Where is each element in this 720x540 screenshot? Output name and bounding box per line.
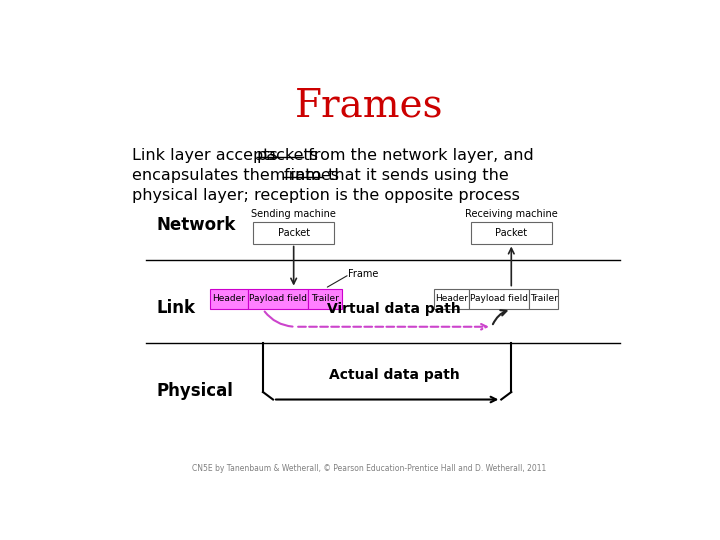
FancyBboxPatch shape [308, 288, 342, 309]
FancyBboxPatch shape [469, 288, 529, 309]
Text: packets: packets [257, 148, 319, 163]
FancyBboxPatch shape [471, 222, 552, 244]
Text: Sending machine: Sending machine [251, 208, 336, 219]
Text: Header: Header [212, 294, 246, 303]
FancyBboxPatch shape [210, 288, 248, 309]
Text: Packet: Packet [495, 228, 527, 238]
Text: Payload field: Payload field [470, 294, 528, 303]
Text: frames: frames [283, 168, 339, 183]
Text: from the network layer, and: from the network layer, and [303, 148, 534, 163]
Text: that it sends using the: that it sends using the [323, 168, 508, 183]
Text: Physical: Physical [157, 382, 234, 400]
Text: Header: Header [435, 294, 468, 303]
Text: Virtual data path: Virtual data path [327, 302, 461, 316]
Text: Frame: Frame [348, 268, 379, 279]
FancyBboxPatch shape [248, 288, 308, 309]
Text: Payload field: Payload field [249, 294, 307, 303]
Text: encapsulates them into: encapsulates them into [132, 168, 326, 183]
Text: Link layer accepts: Link layer accepts [132, 148, 283, 163]
FancyBboxPatch shape [253, 222, 334, 244]
FancyBboxPatch shape [529, 288, 558, 309]
Text: Receiving machine: Receiving machine [465, 208, 558, 219]
Text: Frames: Frames [294, 87, 444, 125]
Text: CN5E by Tanenbaum & Wetherall, © Pearson Education-Prentice Hall and D. Wetheral: CN5E by Tanenbaum & Wetherall, © Pearson… [192, 464, 546, 473]
FancyBboxPatch shape [434, 288, 469, 309]
Text: Packet: Packet [278, 228, 310, 238]
Text: Link: Link [157, 299, 196, 317]
Text: physical layer; reception is the opposite process: physical layer; reception is the opposit… [132, 188, 520, 203]
Text: Actual data path: Actual data path [329, 368, 459, 382]
Text: Trailer: Trailer [530, 294, 557, 303]
Text: Network: Network [157, 216, 236, 234]
Text: Trailer: Trailer [311, 294, 339, 303]
